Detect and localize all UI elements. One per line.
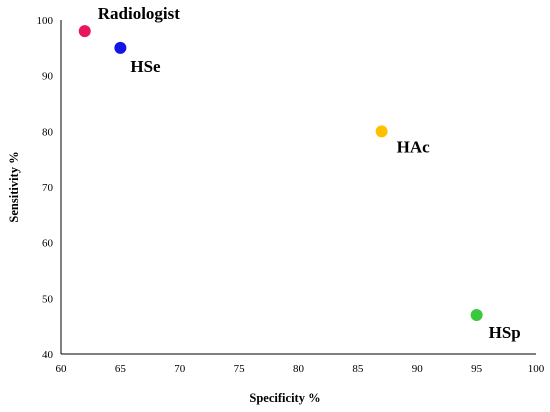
y-tick-label: 60 xyxy=(42,238,54,250)
y-tick-label: 80 xyxy=(42,126,54,138)
axes xyxy=(60,20,536,355)
data-point-hac xyxy=(375,125,388,138)
point-label-hac: HAc xyxy=(397,137,431,156)
x-tick-label: 65 xyxy=(115,363,127,375)
x-tick-label: 75 xyxy=(234,363,246,375)
point-label-hse: HSe xyxy=(130,57,161,76)
x-tick-label: 100 xyxy=(528,363,545,375)
data-points xyxy=(78,25,483,322)
x-tick-label: 70 xyxy=(174,363,186,375)
y-tick-labels: 40 50 60 70 80 90 100 xyxy=(37,15,54,361)
data-point-hsp xyxy=(470,309,483,322)
point-label-radiologist: Radiologist xyxy=(98,4,181,23)
y-tick-label: 100 xyxy=(37,15,54,27)
x-tick-label: 95 xyxy=(471,363,483,375)
x-axis-title: Specificity % xyxy=(249,391,320,405)
point-labels: Radiologist HSe HAc HSp xyxy=(98,4,521,342)
y-axis-title: Sensitivity % xyxy=(7,151,21,222)
y-tick-label: 90 xyxy=(42,71,54,83)
y-tick-label: 50 xyxy=(42,293,54,305)
y-tick-label: 70 xyxy=(42,182,54,194)
point-label-hsp: HSp xyxy=(489,323,521,342)
data-point-radiologist xyxy=(78,25,91,38)
x-tick-label: 90 xyxy=(412,363,424,375)
x-tick-label: 60 xyxy=(56,363,68,375)
x-tick-label: 85 xyxy=(352,363,364,375)
data-point-hse xyxy=(114,41,127,54)
y-tick-label: 40 xyxy=(42,349,54,361)
x-tick-label: 80 xyxy=(293,363,305,375)
x-tick-labels: 60 65 70 75 80 85 90 95 100 xyxy=(56,363,545,375)
